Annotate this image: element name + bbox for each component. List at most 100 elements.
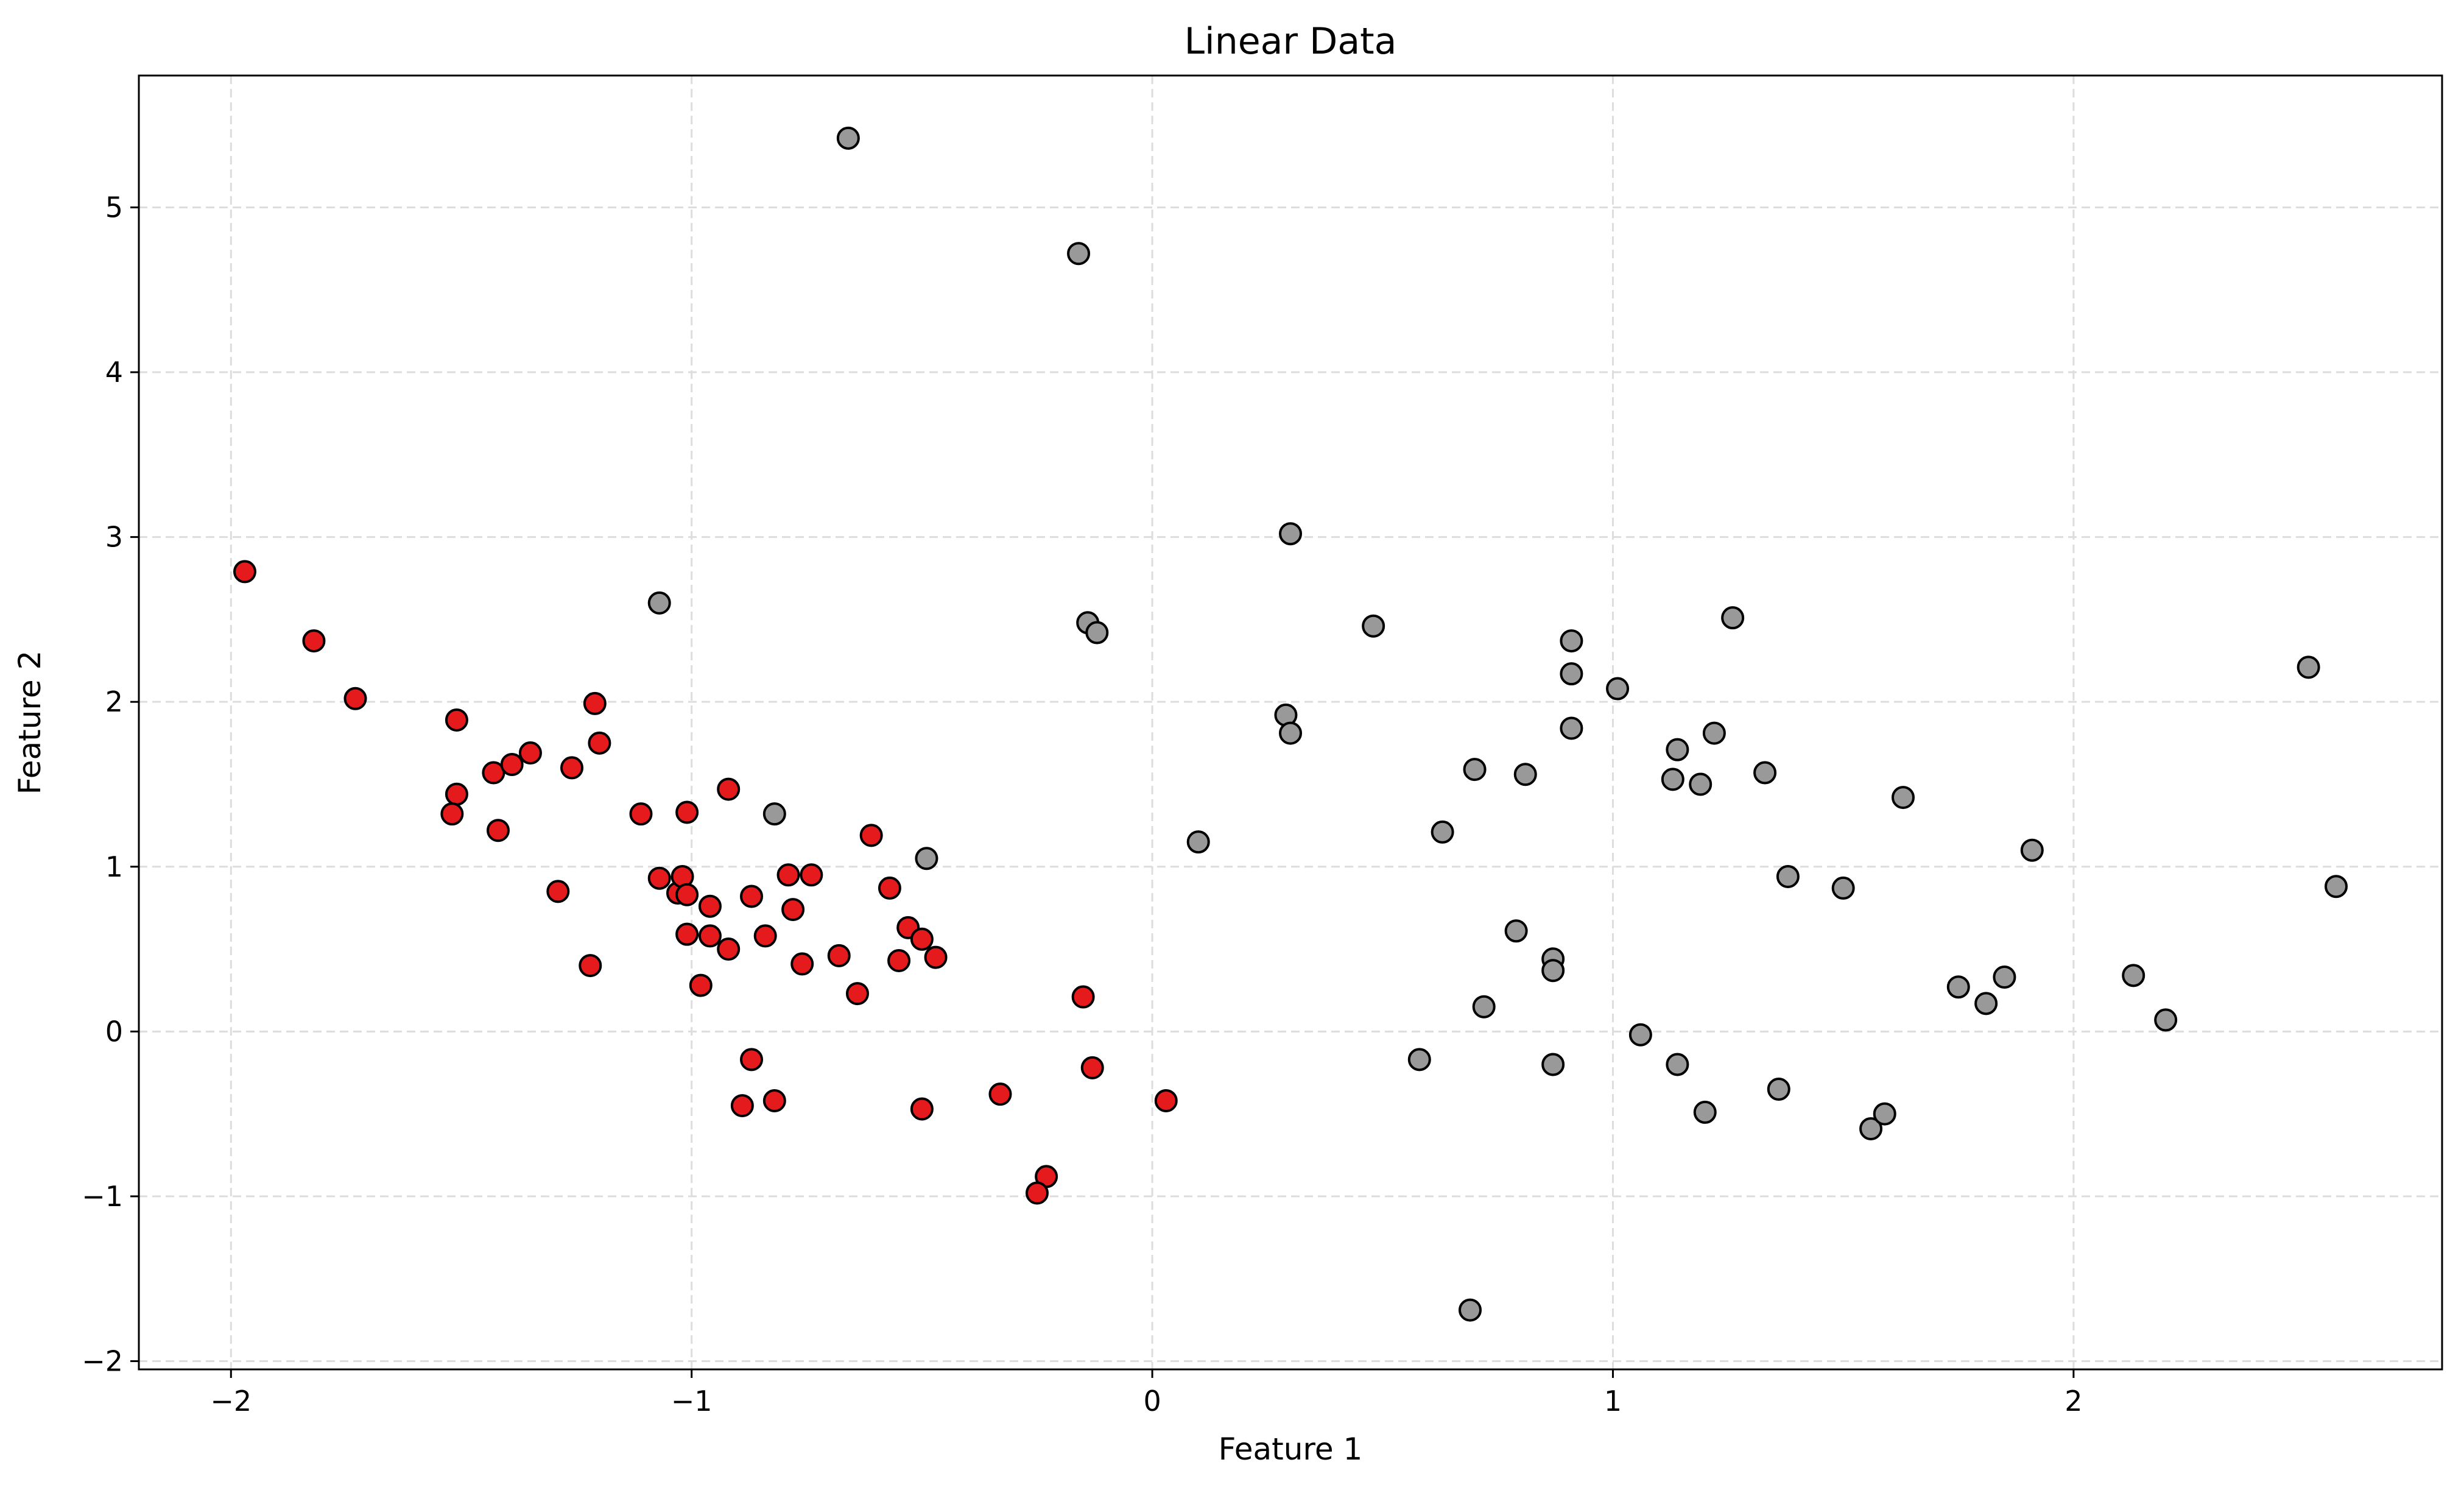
- data-point: [790, 952, 814, 976]
- data-point: [647, 866, 671, 890]
- data-points: [233, 126, 2348, 1322]
- data-point: [1721, 606, 1745, 630]
- data-point: [1606, 677, 1630, 701]
- y-tick-label: 5: [105, 191, 123, 224]
- data-point: [1831, 876, 1855, 900]
- y-tick-label: −1: [82, 1180, 123, 1213]
- data-point: [1513, 763, 1537, 786]
- data-point: [859, 824, 883, 847]
- data-point: [827, 944, 851, 967]
- data-point: [1560, 716, 1583, 740]
- y-tick-label: −2: [82, 1344, 123, 1377]
- data-point: [1753, 761, 1777, 785]
- data-point: [762, 1089, 786, 1112]
- data-point: [800, 863, 823, 887]
- data-point: [343, 687, 367, 710]
- data-point: [302, 629, 326, 653]
- data-point: [1661, 768, 1684, 791]
- data-point: [1407, 1048, 1431, 1072]
- axis-ticks: −2 −1 0 1 2 −2 −1 0 1 2 3 4 5: [82, 191, 2082, 1418]
- chart-title: Linear Data: [1184, 20, 1397, 63]
- data-point: [1067, 242, 1091, 266]
- y-tick-label: 3: [105, 521, 123, 554]
- data-point: [1504, 919, 1528, 943]
- data-point: [1693, 1100, 1717, 1124]
- data-point: [675, 800, 699, 824]
- data-point: [845, 982, 869, 1006]
- data-point: [1541, 959, 1565, 983]
- data-point: [546, 880, 570, 903]
- data-point: [1702, 721, 1726, 745]
- data-point: [887, 948, 911, 972]
- data-point: [753, 924, 777, 948]
- data-point: [910, 927, 934, 951]
- data-point: [1154, 1089, 1178, 1112]
- data-point: [2297, 655, 2320, 679]
- data-point: [781, 898, 805, 922]
- grid: [139, 76, 2442, 1369]
- x-tick-label: 0: [1143, 1385, 1161, 1418]
- data-point: [1085, 621, 1109, 644]
- data-point: [1458, 1298, 1482, 1322]
- data-point: [762, 802, 786, 826]
- x-tick-label: −2: [210, 1385, 252, 1418]
- data-point: [1892, 786, 1915, 810]
- data-point: [233, 560, 256, 584]
- data-point: [1946, 975, 1970, 999]
- data-point: [440, 802, 464, 826]
- data-point: [500, 752, 524, 776]
- x-axis-label: Feature 1: [1219, 1432, 1363, 1467]
- data-point: [1767, 1078, 1790, 1101]
- data-point: [740, 1048, 764, 1072]
- data-point: [776, 863, 800, 887]
- data-point: [910, 1097, 934, 1121]
- x-tick-label: 1: [1604, 1385, 1622, 1418]
- y-tick-label: 2: [105, 685, 123, 718]
- data-point: [445, 782, 468, 806]
- data-point: [2020, 838, 2044, 862]
- data-point: [689, 973, 713, 997]
- data-point: [1080, 1056, 1104, 1079]
- data-point: [579, 954, 602, 978]
- x-tick-label: −1: [671, 1385, 713, 1418]
- data-point: [2154, 1008, 2178, 1032]
- data-point: [1025, 1181, 1049, 1205]
- data-point: [2325, 875, 2348, 899]
- data-point: [1279, 721, 1302, 745]
- y-tick-label: 4: [105, 356, 123, 389]
- data-point: [740, 884, 764, 908]
- data-point: [583, 691, 607, 715]
- data-point: [486, 819, 510, 842]
- data-point: [518, 741, 542, 765]
- data-point: [1666, 738, 1689, 761]
- data-point: [1974, 992, 1998, 1015]
- data-point: [1689, 772, 1712, 796]
- data-point: [878, 876, 901, 900]
- data-point: [629, 802, 653, 826]
- data-point: [1993, 966, 2016, 989]
- data-point: [1362, 614, 1385, 638]
- data-point: [675, 922, 699, 946]
- data-point: [698, 924, 722, 948]
- data-point: [588, 731, 611, 755]
- data-point: [730, 1094, 754, 1118]
- data-point: [1541, 1053, 1565, 1076]
- data-point: [1560, 662, 1583, 686]
- data-point: [924, 945, 948, 969]
- data-point: [1431, 820, 1454, 844]
- data-point: [647, 591, 671, 615]
- data-point: [1560, 629, 1583, 653]
- data-point: [1279, 522, 1302, 546]
- data-point: [1666, 1053, 1689, 1076]
- data-point: [1776, 864, 1800, 888]
- data-point: [675, 883, 699, 906]
- data-point: [1071, 985, 1095, 1009]
- y-tick-label: 1: [105, 850, 123, 883]
- plot-frame: [138, 74, 2443, 1371]
- data-point: [1472, 995, 1496, 1019]
- data-point: [445, 708, 468, 732]
- data-point: [1628, 1023, 1652, 1047]
- x-tick-label: 2: [2064, 1385, 2082, 1418]
